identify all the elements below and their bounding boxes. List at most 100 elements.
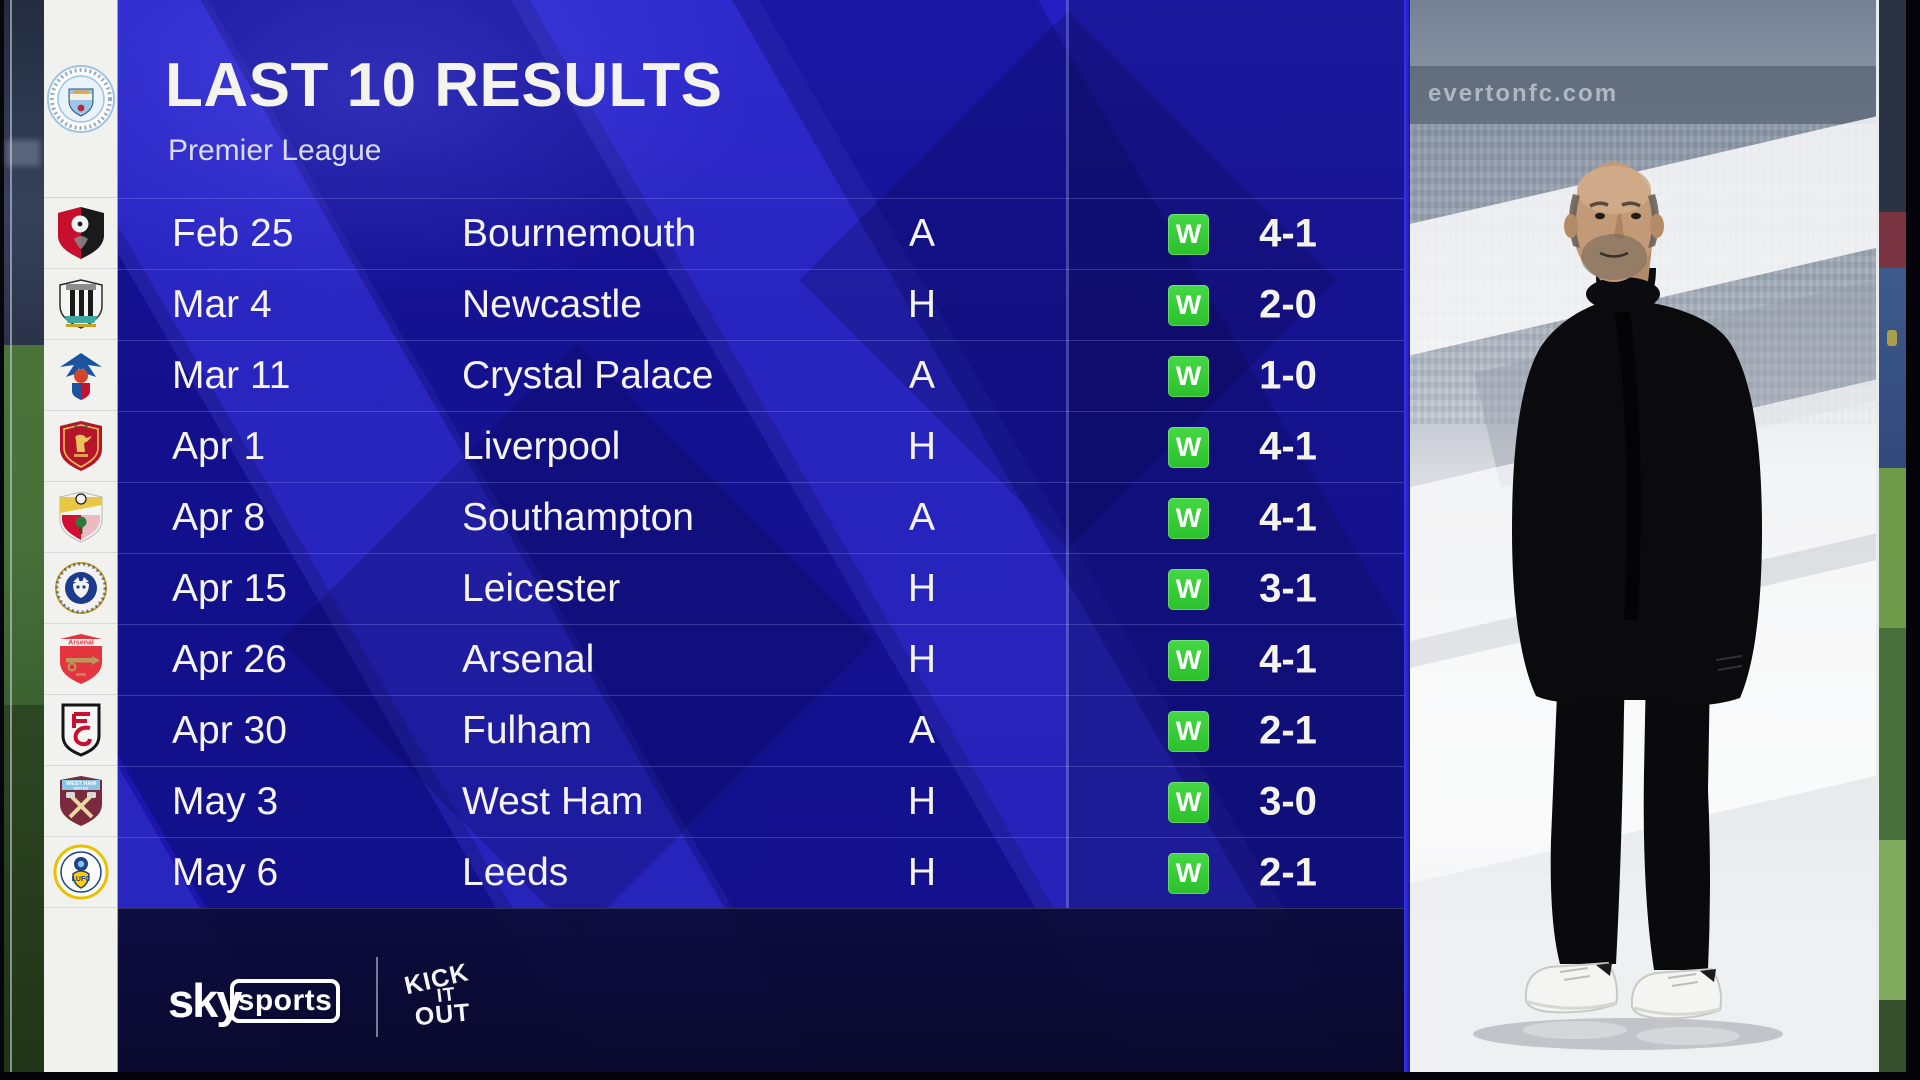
table-row: Mar 11 Crystal Palace A W 1-0 [118, 340, 1404, 411]
result-chip: W [1168, 285, 1209, 326]
steward-dot [1887, 330, 1897, 346]
opponent-cell: West Ham [462, 780, 644, 823]
opponent-cell: Southampton [462, 496, 695, 539]
result-chip: W [1168, 711, 1209, 752]
venue-cell: H [907, 567, 937, 610]
svg-text:Arsenal: Arsenal [68, 640, 94, 647]
table-row: Apr 30 Fulham A W 2-1 [118, 695, 1404, 766]
afc-bournemouth-badge [57, 207, 104, 259]
result-column-shade [1068, 0, 1404, 908]
badge-cell-west-ham: WEST HAM UNITED [44, 766, 117, 837]
badge-cell-leeds: LUFC [44, 837, 117, 908]
badge-cell-southampton [44, 482, 117, 553]
venue-cell: H [907, 638, 937, 681]
video-edge-highlight [10, 0, 12, 1080]
score-cell: 3-0 [1259, 779, 1317, 824]
opponent-cell: Bournemouth [462, 212, 697, 255]
manager-photo [1473, 162, 1783, 1050]
photo-edge-line [1876, 0, 1879, 1080]
pitch-band [1879, 840, 1906, 1000]
score-cell: 2-1 [1259, 850, 1317, 895]
result-chip: W [1168, 214, 1209, 255]
stadium-ad-text: evertonfc.com [1428, 80, 1619, 107]
club-badge-rail: Arsenal WEST HAM UNITED [44, 0, 118, 1080]
date-cell: Mar 4 [172, 283, 272, 326]
score-cell: 1-0 [1259, 353, 1317, 398]
date-cell: May 6 [172, 851, 279, 894]
badge-cell-liverpool [44, 411, 117, 482]
left-video-sliver [0, 0, 44, 1080]
badge-cell-fulham [44, 695, 117, 766]
badge-cell-crystal-palace [44, 340, 117, 411]
photo-panel: evertonfc.com [1410, 0, 1876, 1080]
page-title: LAST 10 RESULTS [165, 51, 723, 120]
panel-edge-highlight [1404, 0, 1410, 1080]
leeds-united-badge: LUFC [53, 844, 108, 900]
logo-separator [376, 957, 378, 1037]
fulham-badge [61, 703, 100, 757]
svg-text:UNITED: UNITED [73, 786, 88, 791]
header-glow [118, 0, 758, 300]
opponent-cell: Newcastle [462, 283, 642, 326]
result-chip: W [1168, 569, 1209, 610]
opponent-cell: Liverpool [462, 425, 621, 468]
score-cell: 4-1 [1259, 424, 1317, 469]
liverpool-badge [59, 421, 102, 471]
result-chip: W [1168, 782, 1209, 823]
venue-cell: H [907, 283, 937, 326]
date-cell: Apr 1 [172, 425, 266, 468]
crystal-palace-badge [59, 353, 102, 400]
table-row: Feb 25 Bournemouth A W 4-1 [118, 198, 1404, 269]
stadium-ad-band [1410, 66, 1876, 124]
table-row: Apr 26 Arsenal H W 4-1 [118, 624, 1404, 695]
date-cell: Feb 25 [172, 212, 294, 255]
venue-cell: H [907, 780, 937, 823]
opponent-cell: Leicester [462, 567, 621, 610]
table-row: Apr 1 Liverpool H W 4-1 [118, 411, 1404, 482]
date-cell: Apr 26 [172, 638, 287, 681]
manchester-city-badge [46, 64, 115, 133]
date-cell: Apr 8 [172, 496, 266, 539]
result-chip: W [1168, 498, 1209, 539]
venue-cell: A [908, 709, 935, 752]
results-table: Feb 25 Bournemouth A W 4-1 Mar 4 Newcast… [118, 198, 1404, 908]
svg-text:WEST HAM: WEST HAM [66, 781, 96, 787]
leicester-city-badge [54, 562, 107, 614]
sky-sports-logo-box: sports [230, 979, 340, 1023]
opponent-cell: Arsenal [462, 638, 595, 681]
venue-cell: A [908, 212, 935, 255]
badge-cell-bournemouth [44, 198, 117, 269]
page-subtitle: Premier League [168, 134, 382, 167]
score-cell: 4-1 [1259, 637, 1317, 682]
badge-cell-leicester [44, 553, 117, 624]
footer-bar: sky sports KICK IT OUT [118, 908, 1404, 1080]
bottom-black-bar [0, 1072, 1920, 1080]
stand-red-band [1879, 212, 1906, 268]
result-chip: W [1168, 427, 1209, 468]
results-panel: LAST 10 RESULTS Premier League Feb 25 Bo… [118, 0, 1404, 1080]
right-video-sliver [1879, 0, 1906, 1080]
score-cell: 2-0 [1259, 282, 1317, 327]
score-cell: 2-1 [1259, 708, 1317, 753]
svg-text:LUFC: LUFC [71, 876, 90, 883]
date-cell: Apr 15 [172, 567, 287, 610]
date-cell: May 3 [172, 780, 279, 823]
table-row: Apr 8 Southampton A W 4-1 [118, 482, 1404, 553]
venue-cell: H [907, 425, 937, 468]
table-row: May 6 Leeds H W 2-1 [118, 837, 1404, 908]
newcastle-united-badge [58, 279, 103, 329]
result-chip: W [1168, 640, 1209, 681]
table-row: Mar 4 Newcastle H W 2-0 [118, 269, 1404, 340]
column-divider [1066, 0, 1069, 908]
pitch-band [1879, 628, 1906, 840]
kick-it-out-logo: KICK IT OUT [402, 957, 472, 1031]
badge-cell-newcastle [44, 269, 117, 340]
badge-cell-arsenal: Arsenal [44, 624, 117, 695]
date-cell: Mar 11 [172, 354, 291, 397]
table-row: May 3 West Ham H W 3-0 [118, 766, 1404, 837]
arsenal-badge: Arsenal [59, 634, 102, 684]
pitch-band [1879, 1000, 1906, 1080]
southampton-badge [59, 491, 102, 543]
score-cell: 3-1 [1259, 566, 1317, 611]
studio-floor [1410, 830, 1876, 1080]
